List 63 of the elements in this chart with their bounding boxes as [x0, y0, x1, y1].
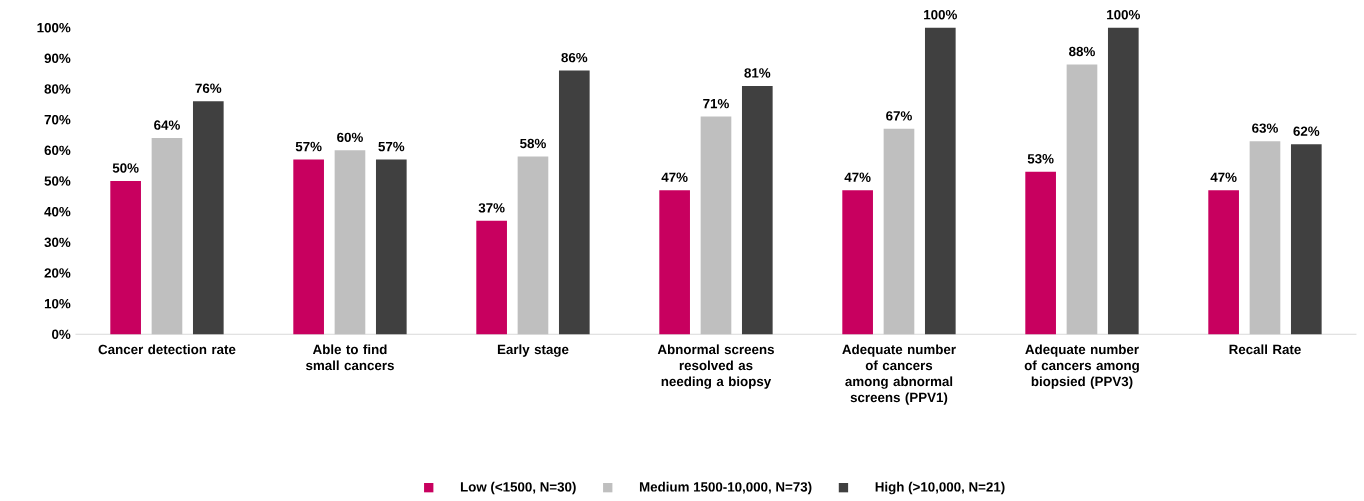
data-label: 53%	[1027, 154, 1054, 164]
bar	[924, 27, 956, 335]
data-label: 81%	[744, 68, 771, 78]
bar	[517, 156, 549, 335]
bar	[192, 101, 224, 335]
bar	[842, 190, 873, 335]
bar	[1249, 141, 1281, 335]
y-tick-label: 50%	[44, 176, 71, 186]
data-label: 47%	[661, 172, 688, 182]
data-label: 57%	[295, 141, 322, 152]
bar	[558, 70, 590, 335]
data-label: 37%	[478, 203, 505, 213]
bar	[1025, 171, 1056, 335]
bar	[110, 181, 141, 335]
y-tick-label: 30%	[44, 237, 71, 248]
data-label: 67%	[886, 111, 912, 121]
legend-label: High (>10,000, N=21)	[875, 481, 1005, 495]
x-tick-label: Able to find small cancers	[305, 344, 394, 371]
x-tick-label: Recall Rate	[1229, 344, 1301, 355]
bar	[700, 116, 732, 335]
data-label: 47%	[1210, 172, 1237, 182]
y-tick-label: 100%	[37, 22, 71, 33]
bar	[883, 128, 915, 335]
bar	[1290, 144, 1322, 335]
data-label: 88%	[1069, 46, 1095, 57]
x-tick-label: Abnormal screens resolved as needing a biopsy	[657, 344, 774, 389]
y-tick-label: 90%	[44, 53, 71, 64]
x-tick-label: Cancer detection rate	[98, 344, 236, 355]
legend-label: Low (<1500, N=30)	[460, 481, 576, 495]
data-label: 50%	[112, 163, 139, 173]
y-tick-label: 10%	[44, 298, 71, 309]
y-tick-label: 60%	[44, 145, 71, 156]
data-label: 100%	[1107, 9, 1140, 20]
y-tick-label: 0%	[52, 329, 71, 340]
bar	[334, 150, 366, 335]
y-tick-label: 70%	[44, 114, 71, 125]
data-label: 63%	[1252, 123, 1278, 133]
y-tick-label: 40%	[44, 206, 71, 217]
data-label: 47%	[844, 172, 871, 182]
y-tick-label: 20%	[44, 268, 71, 278]
x-tick-label: Adequate number of cancers among abnormal screens (PPV1)	[842, 344, 956, 405]
bar	[1107, 27, 1139, 335]
bar	[476, 220, 507, 335]
x-tick-label: Early stage	[497, 344, 569, 357]
data-label: 60%	[337, 132, 363, 143]
data-label: 58%	[520, 138, 546, 149]
data-label: 64%	[154, 120, 180, 130]
data-label: 76%	[195, 83, 222, 93]
bar	[293, 159, 324, 335]
data-label: 62%	[1293, 126, 1320, 136]
x-tick-label: Adequate number of cancers among biopsied (PPV3)	[1024, 344, 1139, 389]
bar	[151, 138, 183, 335]
data-label: 100%	[924, 9, 957, 20]
bar	[1208, 190, 1239, 335]
data-label: 57%	[378, 141, 405, 152]
data-label: 86%	[561, 52, 588, 63]
y-tick-label: 80%	[44, 84, 71, 94]
bar	[375, 159, 407, 335]
legend-label: Medium 1500-10,000, N=73)	[639, 481, 812, 495]
bar	[741, 85, 773, 335]
bar	[659, 190, 690, 335]
data-label: 71%	[703, 98, 729, 109]
bar	[1066, 64, 1098, 335]
